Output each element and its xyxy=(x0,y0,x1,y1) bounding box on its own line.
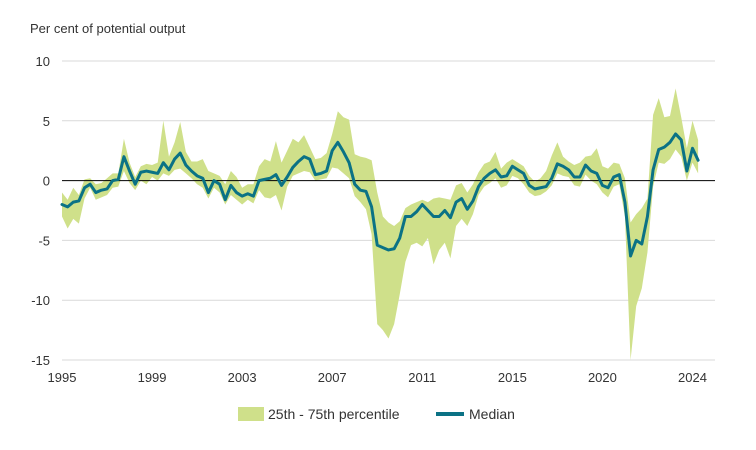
x-tick-label: 2024 xyxy=(678,370,707,385)
x-tick-label: 2007 xyxy=(318,370,347,385)
median-line xyxy=(60,132,700,258)
y-tick-label: -15 xyxy=(31,353,50,368)
legend: 25th - 75th percentile Median xyxy=(238,406,515,422)
y-tick-label: 5 xyxy=(43,114,50,129)
y-tick-label: 0 xyxy=(43,174,50,189)
x-tick-label: 2020 xyxy=(588,370,617,385)
percentile-band-layer xyxy=(62,88,699,360)
x-tick-labels: 1995 1999 2003 2007 2011 2015 2020 2024 xyxy=(48,370,707,385)
legend-band-label: 25th - 75th percentile xyxy=(268,406,400,422)
y-tick-label: -10 xyxy=(31,293,50,308)
y-tick-label: 10 xyxy=(36,54,50,69)
y-axis-title: Per cent of potential output xyxy=(30,21,186,36)
y-tick-label: -5 xyxy=(38,233,50,248)
median-line-layer xyxy=(60,132,700,258)
x-tick-label: 2003 xyxy=(228,370,257,385)
legend-median-label: Median xyxy=(469,406,515,422)
x-tick-label: 1995 xyxy=(48,370,77,385)
x-tick-label: 2015 xyxy=(498,370,527,385)
y-tick-labels: 10 5 0 -5 -10 -15 xyxy=(31,54,50,368)
percentile-band-area xyxy=(62,88,699,360)
x-tick-label: 1999 xyxy=(138,370,167,385)
legend-band-swatch xyxy=(238,407,264,421)
x-tick-label: 2011 xyxy=(408,370,436,385)
